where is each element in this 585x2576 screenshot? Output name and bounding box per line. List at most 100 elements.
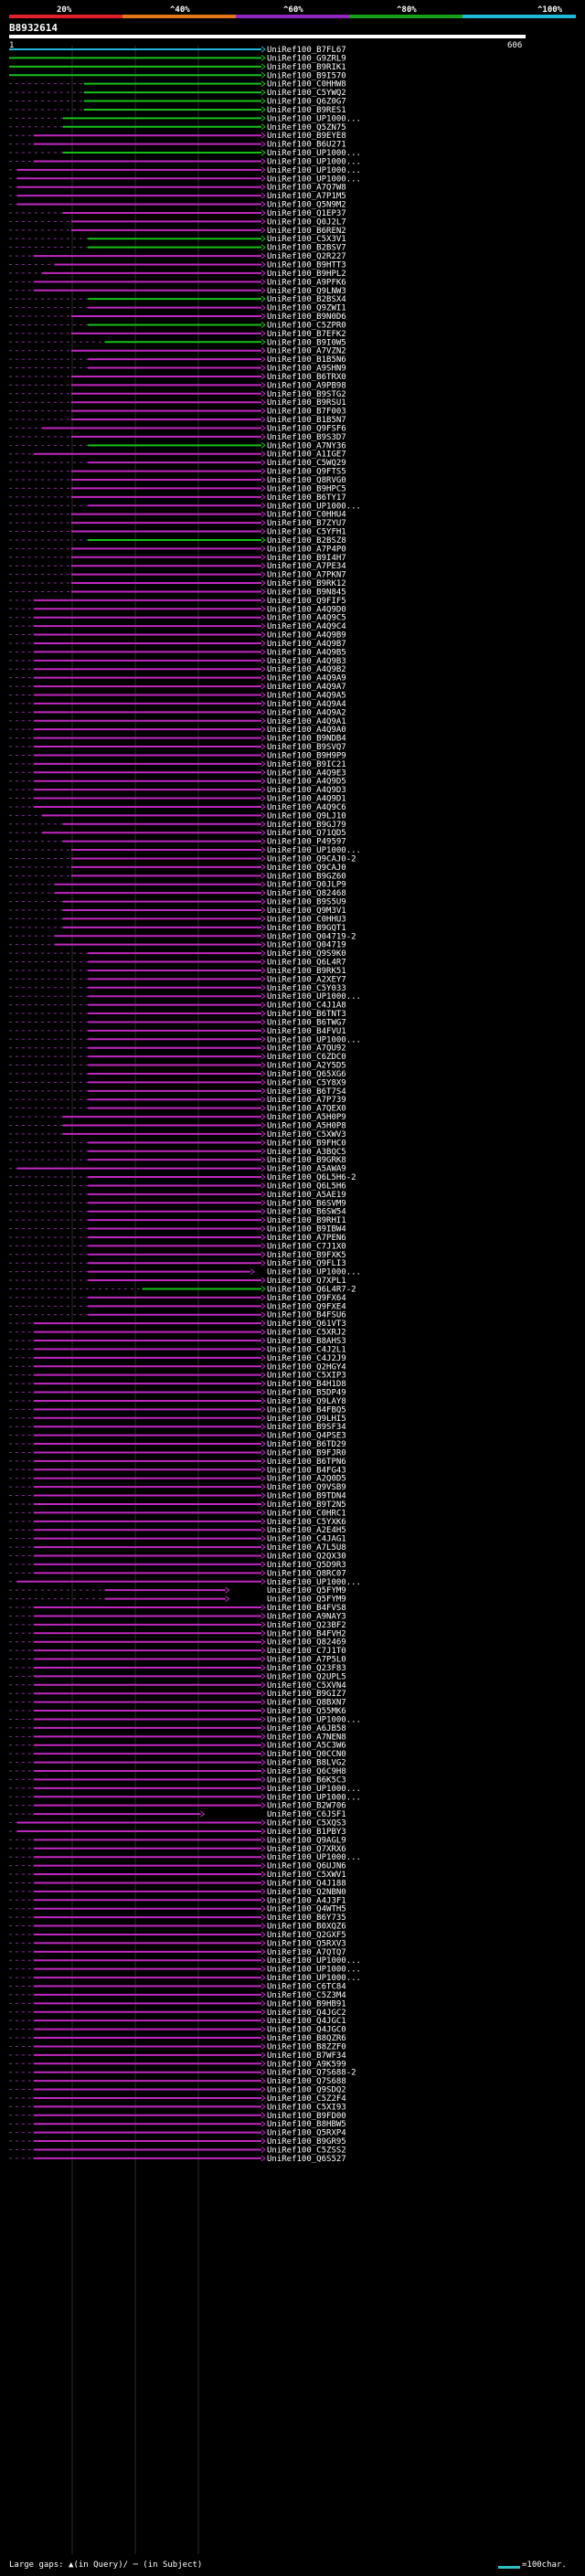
- hit-label[interactable]: UniRef100_Q6C9H8: [267, 1767, 346, 1776]
- hit-label[interactable]: UniRef100_C5YXK6: [267, 1518, 346, 1527]
- hit-label[interactable]: UniRef100_Q7XRX6: [267, 1845, 346, 1854]
- hit-label[interactable]: UniRef100_B6REN2: [267, 227, 346, 236]
- hit-label[interactable]: UniRef100_A6JB58: [267, 1724, 346, 1733]
- hit-label[interactable]: UniRef100_B8QZR6: [267, 2034, 346, 2043]
- hit-label[interactable]: UniRef100_A7PEN6: [267, 1234, 346, 1243]
- hit-label[interactable]: UniRef100_A4Q9A9: [267, 674, 346, 684]
- hit-label[interactable]: UniRef100_Q71QD5: [267, 829, 346, 838]
- hit-label[interactable]: UniRef100_B9RHI1: [267, 1216, 346, 1225]
- hit-label[interactable]: UniRef100_C5XWV3: [267, 1130, 346, 1140]
- hit-label[interactable]: UniRef100_Q9VSB9: [267, 1483, 346, 1492]
- hit-label[interactable]: UniRef100_C7J1X0: [267, 1242, 346, 1251]
- hit-label[interactable]: UniRef100_Q9FX64: [267, 1294, 346, 1303]
- hit-label[interactable]: UniRef100_Q9FLI3: [267, 1259, 346, 1268]
- hit-label[interactable]: UniRef100_B6T7S4: [267, 1087, 346, 1097]
- hit-label[interactable]: UniRef100_B4FVS8: [267, 1604, 346, 1613]
- hit-label[interactable]: UniRef100_G9ZRL9: [267, 54, 346, 63]
- hit-label[interactable]: UniRef100_Q6L4R7: [267, 959, 346, 968]
- hit-label[interactable]: UniRef100_B7FL67: [267, 46, 346, 55]
- hit-label[interactable]: UniRef100_Q6UJN6: [267, 1862, 346, 1871]
- hit-label[interactable]: UniRef100_A4Q9B7: [267, 640, 346, 649]
- hit-label[interactable]: UniRef100_B9S3D7: [267, 433, 346, 442]
- hit-label[interactable]: UniRef100_A4Q9E3: [267, 769, 346, 778]
- hit-label[interactable]: UniRef100_Q8RVG0: [267, 476, 346, 485]
- hit-label[interactable]: UniRef100_A9PFK6: [267, 278, 346, 287]
- hit-label[interactable]: UniRef100_Q2QX30: [267, 1553, 346, 1562]
- hit-label[interactable]: UniRef100_Q2R227: [267, 252, 346, 261]
- hit-label[interactable]: UniRef100_B9FD00: [267, 2112, 346, 2121]
- hit-label[interactable]: UniRef100_Q4PSE3: [267, 1432, 346, 1441]
- hit-label[interactable]: UniRef100_A9PB98: [267, 381, 346, 390]
- hit-label[interactable]: UniRef100_UP1000...: [267, 157, 361, 166]
- hit-label[interactable]: UniRef100_Q8RC07: [267, 1569, 346, 1578]
- hit-label[interactable]: UniRef100_A4Q9C5: [267, 614, 346, 623]
- hit-label[interactable]: UniRef100_B6TD29: [267, 1440, 346, 1449]
- hit-label[interactable]: UniRef100_A4Q9D5: [267, 778, 346, 787]
- hit-label[interactable]: UniRef100_Q9LNW3: [267, 287, 346, 296]
- hit-label[interactable]: UniRef100_A3BQC5: [267, 1148, 346, 1157]
- hit-label[interactable]: UniRef100_Q04719-2: [267, 932, 356, 941]
- hit-label[interactable]: UniRef100_B9GQT1: [267, 924, 346, 933]
- hit-label[interactable]: UniRef100_C4J1A8: [267, 1002, 346, 1011]
- hit-label[interactable]: UniRef100_A4Q9B5: [267, 648, 346, 657]
- hit-label[interactable]: UniRef100_A5H0P9: [267, 1113, 346, 1122]
- hit-label[interactable]: UniRef100_Q4JGC0: [267, 2026, 346, 2035]
- hit-label[interactable]: UniRef100_UP1000...: [267, 846, 361, 855]
- hit-label[interactable]: UniRef100_C0HRC1: [267, 1509, 346, 1518]
- hit-label[interactable]: UniRef100_Q61VT3: [267, 1320, 346, 1329]
- hit-label[interactable]: UniRef100_A7NEN8: [267, 1733, 346, 1742]
- hit-label[interactable]: UniRef100_A5H0P8: [267, 1122, 346, 1131]
- hit-label[interactable]: UniRef100_Q5ZN75: [267, 123, 346, 133]
- hit-label[interactable]: UniRef100_B9SVQ7: [267, 743, 346, 752]
- hit-label[interactable]: UniRef100_B9IC21: [267, 760, 346, 769]
- hit-label[interactable]: UniRef100_Q2UPL5: [267, 1672, 346, 1681]
- hit-label[interactable]: UniRef100_Q9LAY8: [267, 1397, 346, 1406]
- hit-label[interactable]: UniRef100_B9HB91: [267, 1999, 346, 2009]
- hit-label[interactable]: UniRef100_Q5N9M2: [267, 201, 346, 210]
- hit-label[interactable]: UniRef100_C5WQ29: [267, 459, 346, 468]
- hit-label[interactable]: UniRef100_A2Q0D5: [267, 1475, 346, 1484]
- hit-label[interactable]: UniRef100_Q4JGC1: [267, 2017, 346, 2026]
- hit-label[interactable]: UniRef100_Q1EP37: [267, 209, 346, 218]
- hit-label[interactable]: UniRef100_C5Y033: [267, 984, 346, 993]
- hit-label[interactable]: UniRef100_B9IBW4: [267, 1225, 346, 1235]
- hit-label[interactable]: UniRef100_C5XWV1: [267, 1871, 346, 1880]
- hit-label[interactable]: UniRef100_B9GZ60: [267, 872, 346, 881]
- hit-label[interactable]: UniRef100_B9HTT3: [267, 261, 346, 270]
- hit-label[interactable]: UniRef100_A7Q7W8: [267, 184, 346, 193]
- hit-label[interactable]: UniRef100_A7QEX0: [267, 1105, 346, 1114]
- hit-label[interactable]: UniRef100_Q6L5H6: [267, 1182, 346, 1191]
- hit-label[interactable]: UniRef100_A9NAY3: [267, 1612, 346, 1621]
- hit-label[interactable]: UniRef100_A7QTQ7: [267, 1948, 346, 1957]
- hit-label[interactable]: UniRef100_B9NDB4: [267, 735, 346, 744]
- hit-label[interactable]: UniRef100_B9HPL2: [267, 270, 346, 279]
- hit-label[interactable]: UniRef100_UP1000...: [267, 1715, 361, 1724]
- hit-label[interactable]: UniRef100_Q6L5H6-2: [267, 1173, 356, 1182]
- hit-label[interactable]: UniRef100_Q7S688-2: [267, 2069, 356, 2078]
- hit-label[interactable]: UniRef100_C5XQS3: [267, 1819, 346, 1829]
- hit-label[interactable]: UniRef100_C5XRJ2: [267, 1329, 346, 1338]
- hit-label[interactable]: UniRef100_A4Q9B3: [267, 657, 346, 666]
- hit-label[interactable]: UniRef100_Q6Z0G7: [267, 98, 346, 107]
- hit-label[interactable]: UniRef100_Q82469: [267, 1638, 346, 1648]
- hit-label[interactable]: UniRef100_B1B5N6: [267, 355, 346, 365]
- hit-label[interactable]: UniRef100_B2W706: [267, 1802, 346, 1811]
- hit-label[interactable]: UniRef100_B9GIZ7: [267, 1690, 346, 1699]
- hit-label[interactable]: UniRef100_B8ZZF0: [267, 2042, 346, 2051]
- hit-label[interactable]: UniRef100_Q6S527: [267, 2155, 346, 2164]
- hit-label[interactable]: UniRef100_B7F003: [267, 408, 346, 417]
- hit-label[interactable]: UniRef100_Q0CCN0: [267, 1750, 346, 1759]
- hit-label[interactable]: UniRef100_A4Q9A4: [267, 700, 346, 709]
- hit-label[interactable]: UniRef100_C4J2J9: [267, 1354, 346, 1363]
- hit-label[interactable]: UniRef100_B9I0W5: [267, 338, 346, 347]
- hit-label[interactable]: UniRef100_Q9FSF6: [267, 424, 346, 433]
- hit-label[interactable]: UniRef100_UP1000...: [267, 1793, 361, 1802]
- hit-label[interactable]: UniRef100_B6SW54: [267, 1208, 346, 1217]
- hit-label[interactable]: UniRef100_Q5RXP4: [267, 2129, 346, 2138]
- hit-label[interactable]: UniRef100_A7P4P0: [267, 545, 346, 554]
- hit-label[interactable]: UniRef100_A7VZN2: [267, 347, 346, 356]
- hit-label[interactable]: UniRef100_B6U271: [267, 141, 346, 150]
- hit-label[interactable]: UniRef100_C5XVN4: [267, 1681, 346, 1691]
- hit-label[interactable]: UniRef100_B4H1D8: [267, 1380, 346, 1389]
- hit-label[interactable]: UniRef100_A7P5L0: [267, 1656, 346, 1665]
